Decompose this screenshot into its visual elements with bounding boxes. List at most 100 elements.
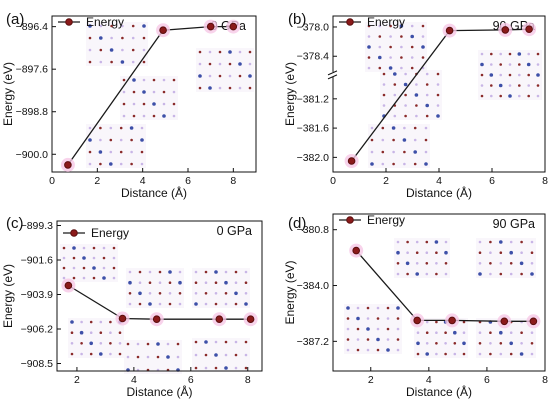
- atom-dot: [396, 327, 400, 331]
- chart-panel-b: 0 2 4 6 8 −378.0 −378.4 −381.2 −381.6 −382.0 Dista…: [283, 11, 548, 200]
- atom-dot: [62, 246, 66, 250]
- atom-dot: [367, 45, 371, 49]
- atom-dot: [381, 126, 385, 130]
- atom-dot: [152, 114, 156, 118]
- atom-dot: [224, 292, 228, 295]
- structure-thumbnail-frame: [68, 318, 124, 358]
- atom-dot: [396, 250, 400, 255]
- atom-dot: [72, 256, 76, 260]
- atom-dot: [82, 266, 86, 270]
- atom-dot: [109, 162, 113, 166]
- atom-dot: [435, 320, 438, 324]
- atom-dot: [435, 251, 438, 254]
- atom-dot: [415, 262, 419, 265]
- atom-dot: [416, 341, 420, 346]
- atom-dot: [415, 114, 418, 118]
- atom-dot: [208, 74, 212, 78]
- legend-marker: [65, 18, 73, 26]
- atom-dot: [424, 126, 428, 130]
- atom-dot: [208, 50, 212, 54]
- data-point: [206, 22, 215, 31]
- atom-dot: [138, 281, 142, 285]
- chart-panel-a: 0 2 4 6 8 −896.4 −897.6 −898.8 −900.0 Distance (Å…: [1, 11, 257, 200]
- atom-dot: [142, 48, 146, 52]
- atom-dot: [109, 126, 113, 130]
- atom-dot: [118, 331, 122, 335]
- atom-dot: [410, 66, 414, 70]
- atom-dot: [356, 338, 360, 341]
- atom-dot: [121, 48, 124, 52]
- atom-dot: [244, 302, 248, 306]
- atom-dot: [156, 355, 160, 359]
- atom-dot: [244, 292, 248, 295]
- atom-dot: [400, 66, 403, 70]
- atom-dot: [382, 83, 386, 86]
- x-tick-label: 4: [131, 374, 137, 386]
- chart-panel-d: 2 4 6 8 −380.8 −384.0 −387.2 Distance (Å) Energy…: [283, 213, 548, 399]
- atom-dot: [453, 330, 457, 335]
- data-point: [246, 315, 255, 324]
- atom-dot: [416, 352, 420, 356]
- atom-dot: [238, 62, 242, 66]
- atom-dot: [238, 74, 242, 78]
- atom-dot: [478, 272, 482, 276]
- atom-dot: [99, 162, 102, 166]
- structure-thumbnail-frame: [414, 318, 468, 358]
- atom-dot: [396, 317, 400, 320]
- atom-dot: [425, 72, 429, 76]
- legend-marker: [346, 18, 354, 26]
- data-point: [352, 246, 361, 255]
- atom-dot: [415, 104, 418, 107]
- atom-dot: [99, 24, 103, 28]
- atom-dot: [403, 150, 406, 154]
- atom-dot: [166, 355, 170, 359]
- atom-dot: [366, 327, 370, 331]
- legend-marker: [346, 216, 354, 224]
- structure-thumbnail-frame: [196, 48, 254, 92]
- atom-dot: [121, 24, 124, 28]
- atom-dot: [102, 256, 106, 260]
- atom-dot: [204, 292, 208, 295]
- atom-dot: [425, 320, 429, 324]
- atom-dot: [140, 162, 144, 166]
- atom-dot: [410, 45, 414, 49]
- atom-dot: [142, 102, 146, 106]
- atom-dot: [248, 86, 252, 90]
- x-axis-label: Distance (Å): [406, 384, 472, 399]
- x-tick-label: 2: [368, 374, 374, 386]
- atom-dot: [378, 24, 382, 28]
- atom-dot: [204, 281, 208, 285]
- atom-dot: [218, 74, 222, 78]
- x-axis-label: Distance (Å): [121, 185, 187, 200]
- data-point: [525, 25, 533, 34]
- atom-dot: [508, 94, 512, 98]
- legend-label: Energy: [86, 15, 124, 29]
- atom-dot: [414, 93, 419, 97]
- atom-dot: [89, 341, 93, 346]
- y-tick-label: −381.6: [297, 123, 330, 135]
- atom-dot: [436, 114, 440, 118]
- atom-dot: [70, 320, 74, 324]
- atom-dot: [131, 48, 135, 52]
- atom-dot: [391, 126, 396, 130]
- atom-dot: [386, 327, 390, 331]
- atom-dot: [224, 302, 228, 306]
- atom-dot: [509, 240, 513, 244]
- y-tick-label: −906.2: [21, 324, 54, 336]
- atom-dot: [140, 138, 144, 142]
- atom-dot: [109, 320, 112, 324]
- atom-dot: [530, 240, 534, 244]
- atom-dot: [244, 340, 248, 344]
- pressure-label: 90 GPa: [493, 217, 535, 231]
- atom-dot: [403, 162, 406, 166]
- atom-dot: [218, 62, 222, 66]
- atom-dot: [478, 251, 482, 254]
- atom-dot: [436, 93, 440, 97]
- atom-dot: [136, 342, 140, 346]
- atom-dot: [376, 337, 380, 342]
- atom-dot: [178, 280, 182, 285]
- atom-dot: [162, 78, 166, 82]
- atom-dot: [425, 93, 429, 97]
- y-tick-label: −903.9: [21, 289, 54, 301]
- atom-dot: [392, 162, 395, 166]
